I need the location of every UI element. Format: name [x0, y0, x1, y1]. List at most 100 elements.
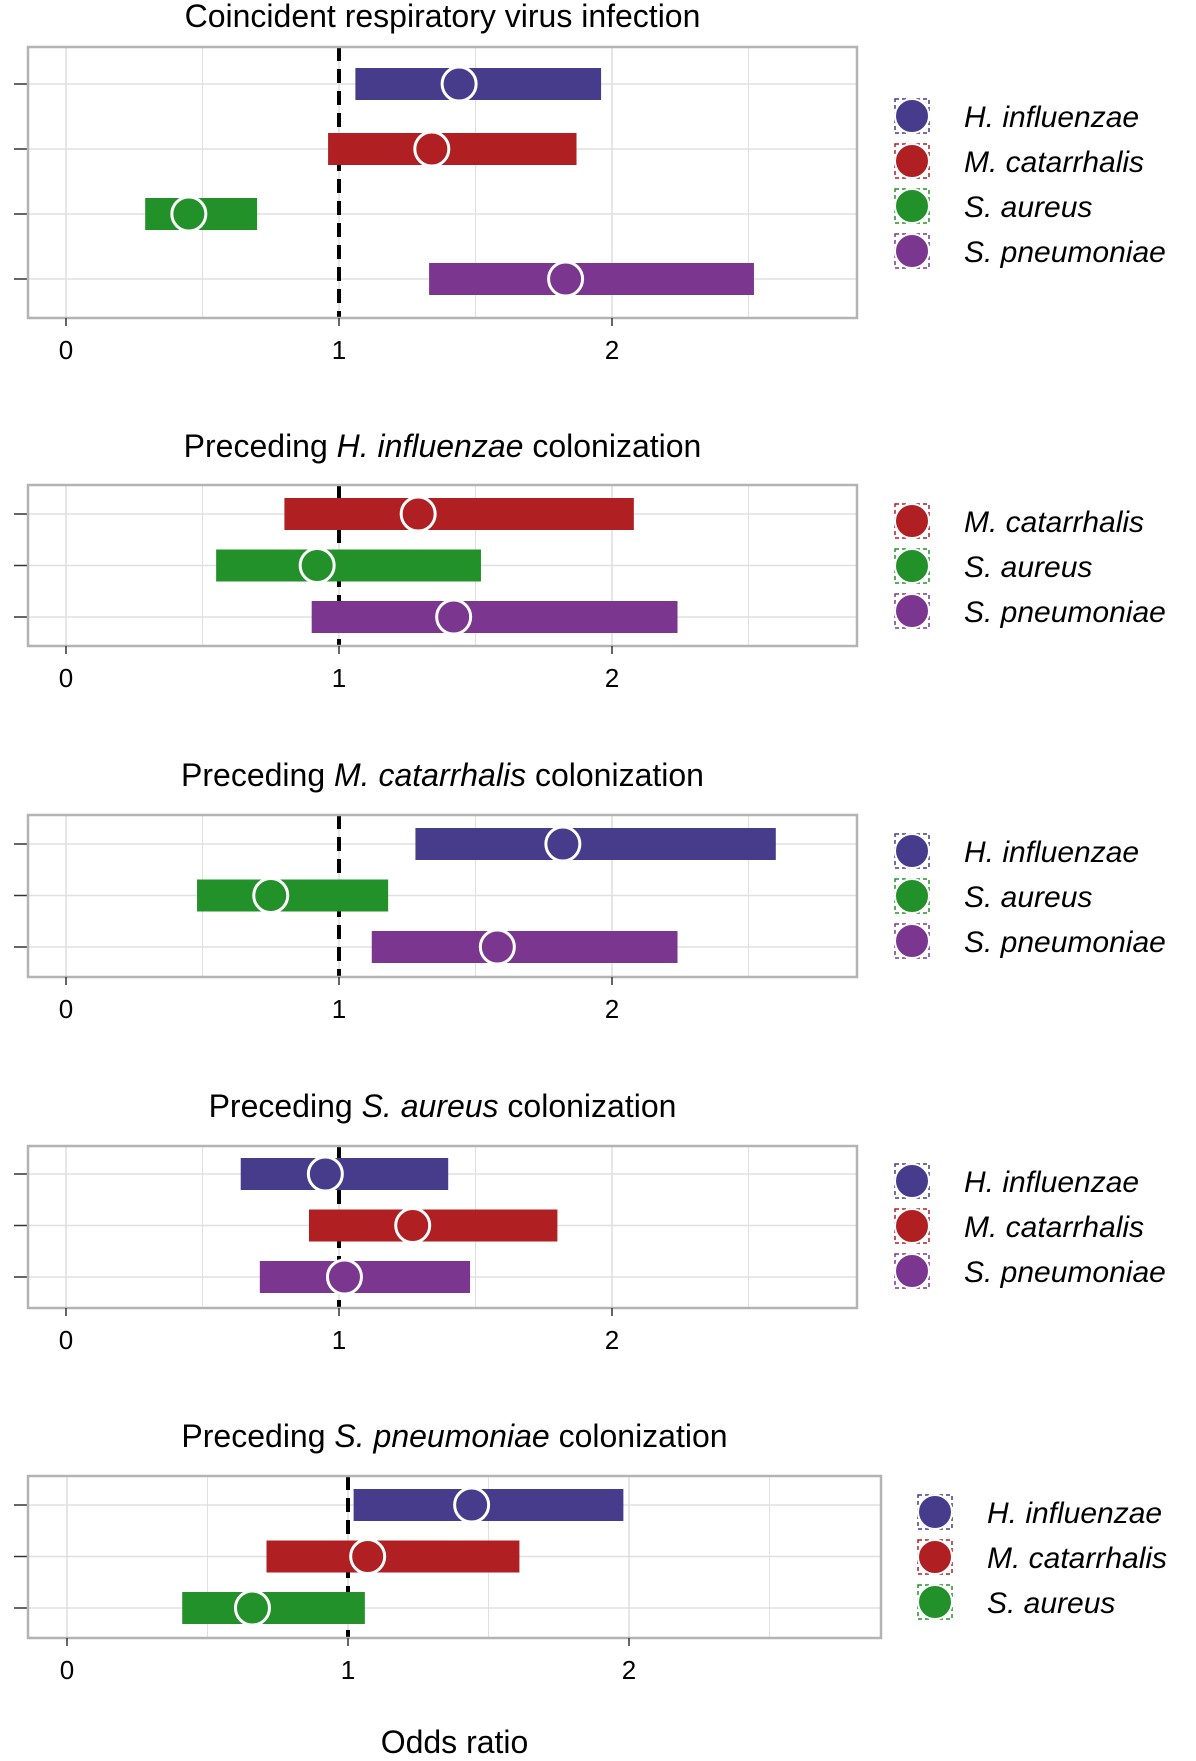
title-prefix: Preceding — [209, 1088, 362, 1124]
x-tick-label: 2 — [605, 335, 619, 365]
odds-ratio-point-m-catarrhalis — [394, 1207, 432, 1244]
x-tick-label: 2 — [605, 1325, 619, 1355]
ci-bar-m-catarrhalis — [328, 133, 577, 165]
panel-3: Preceding M. catarrhalis colonization 0 1 2… — [14, 757, 1166, 1024]
legend-label-s-pneumoniae: S. pneumoniae — [964, 236, 1166, 269]
ci-bar-s-pneumoniae — [429, 263, 754, 295]
legend-swatch-s-pneumoniae — [894, 233, 930, 269]
legend-label-h-influenzae: H. influenzae — [987, 1497, 1162, 1530]
title-suffix: colonization — [499, 1088, 677, 1124]
odds-ratio-point-s-aureus — [233, 1589, 271, 1627]
odds-ratio-point-m-catarrhalis — [399, 495, 437, 533]
legend: H. influenzae M. catarrhalis S. pneumoniae — [894, 1163, 1166, 1289]
ci-bar-m-catarrhalis — [266, 1540, 520, 1573]
odds-ratio-point-s-pneumoniae — [478, 928, 516, 966]
legend-swatch-s-pneumoniae — [894, 1253, 930, 1289]
legend-swatch-s-aureus — [894, 548, 930, 584]
legend-swatch-m-catarrhalis — [894, 1208, 930, 1244]
x-tick-label: 1 — [332, 1325, 346, 1355]
odds-ratio-point-s-aureus — [252, 877, 290, 914]
title-suffix: colonization — [523, 428, 701, 464]
legend-label-s-aureus: S. aureus — [964, 551, 1092, 584]
legend-swatch-s-pneumoniae — [894, 593, 930, 629]
panel-2: Preceding H. influenzae colonization 0 1 2 M… — [14, 428, 1166, 693]
legend: H. influenzae M. catarrhalis S. aureus — [917, 1494, 1167, 1620]
panel-border — [26, 45, 859, 320]
title-suffix: colonization — [550, 1418, 728, 1454]
odds-ratio-point-h-influenzae — [453, 1486, 491, 1524]
panel-title: Preceding M. catarrhalis colonization — [181, 757, 704, 793]
title-organism: H. influenzae — [337, 428, 524, 464]
ci-bar-s-aureus — [216, 549, 481, 582]
odds-ratio-point-h-influenzae — [306, 1155, 344, 1193]
x-tick-label: 1 — [332, 663, 346, 693]
title-organism: S. pneumoniae — [334, 1418, 549, 1454]
legend-swatch-h-influenzae — [894, 1163, 930, 1199]
legend-label-s-pneumoniae: S. pneumoniae — [964, 926, 1166, 959]
ci-bar-s-pneumoniae — [371, 931, 678, 963]
legend-label-s-pneumoniae: S. pneumoniae — [964, 1256, 1166, 1289]
x-tick-label: 1 — [341, 1655, 355, 1685]
x-tick-label: 0 — [59, 335, 73, 365]
legend-swatch-h-influenzae — [894, 98, 930, 134]
panel-title: Preceding S. pneumoniae colonization — [181, 1418, 727, 1454]
panel-border — [26, 1474, 883, 1640]
legend: H. influenzae M. catarrhalis S. aureus S. p… — [894, 98, 1166, 269]
x-tick-label: 0 — [59, 663, 73, 693]
legend: M. catarrhalis S. aureus S. pneumoniae — [894, 503, 1166, 629]
ci-bar-m-catarrhalis — [308, 1209, 558, 1242]
ci-bar-s-pneumoniae — [259, 1261, 471, 1293]
x-axis-label: Odds ratio — [381, 1724, 529, 1760]
legend-swatch-s-pneumoniae — [894, 923, 930, 959]
legend: H. influenzae S. aureus S. pneumoniae — [894, 833, 1166, 959]
panel-border — [26, 813, 859, 979]
ci-bar-h-influenzae — [415, 828, 776, 860]
x-tick-label: 2 — [605, 994, 619, 1024]
legend-label-m-catarrhalis: M. catarrhalis — [964, 146, 1144, 179]
legend-label-s-aureus: S. aureus — [964, 881, 1092, 914]
odds-ratio-point-h-influenzae — [440, 65, 478, 103]
legend-label-s-aureus: S. aureus — [987, 1587, 1115, 1620]
ci-bar-s-aureus — [182, 1592, 365, 1624]
panel-title: Coincident respiratory virus infection — [185, 0, 701, 34]
legend-label-m-catarrhalis: M. catarrhalis — [964, 506, 1144, 539]
legend-swatch-s-aureus — [894, 878, 930, 914]
x-tick-label: 0 — [59, 994, 73, 1024]
x-tick-label: 2 — [605, 663, 619, 693]
odds-ratio-point-s-pneumoniae — [325, 1258, 363, 1296]
odds-ratio-point-s-aureus — [170, 195, 208, 233]
x-tick-label: 1 — [332, 994, 346, 1024]
legend-swatch-s-aureus — [894, 188, 930, 224]
x-tick-label: 1 — [332, 335, 346, 365]
odds-ratio-point-s-pneumoniae — [435, 598, 473, 636]
ci-bar-h-influenzae — [240, 1158, 449, 1190]
title-prefix: Preceding — [181, 757, 334, 793]
legend-swatch-h-influenzae — [917, 1494, 953, 1530]
x-tick-label: 0 — [59, 1325, 73, 1355]
ci-bar-s-aureus — [197, 879, 389, 912]
x-tick-label: 2 — [622, 1655, 636, 1685]
legend-label-s-aureus: S. aureus — [964, 191, 1092, 224]
panel-title: Preceding H. influenzae colonization — [184, 428, 702, 464]
title-prefix: Preceding — [184, 428, 337, 464]
odds-ratio-point-m-catarrhalis — [349, 1538, 387, 1575]
legend-label-h-influenzae: H. influenzae — [964, 1166, 1139, 1199]
panel-title: Preceding S. aureus colonization — [209, 1088, 677, 1124]
title-prefix: Preceding — [181, 1418, 334, 1454]
ci-bar-h-influenzae — [355, 68, 602, 100]
legend-swatch-m-catarrhalis — [894, 143, 930, 179]
panel-5: Preceding S. pneumoniae colonization 0 1 2 O… — [14, 1418, 1167, 1760]
panel-border — [26, 483, 859, 648]
panel-4: Preceding S. aureus colonization 0 1 2 H. in… — [14, 1088, 1166, 1355]
legend-swatch-s-aureus — [917, 1584, 953, 1620]
legend-label-h-influenzae: H. influenzae — [964, 101, 1139, 134]
legend-label-m-catarrhalis: M. catarrhalis — [987, 1542, 1167, 1575]
panel-border — [26, 1144, 859, 1310]
odds-ratio-point-s-pneumoniae — [547, 260, 585, 298]
odds-ratio-point-s-aureus — [298, 547, 336, 584]
odds-ratio-point-h-influenzae — [544, 825, 582, 863]
title-organism: M. catarrhalis — [334, 757, 526, 793]
legend-label-h-influenzae: H. influenzae — [964, 836, 1139, 869]
legend-swatch-h-influenzae — [894, 833, 930, 869]
